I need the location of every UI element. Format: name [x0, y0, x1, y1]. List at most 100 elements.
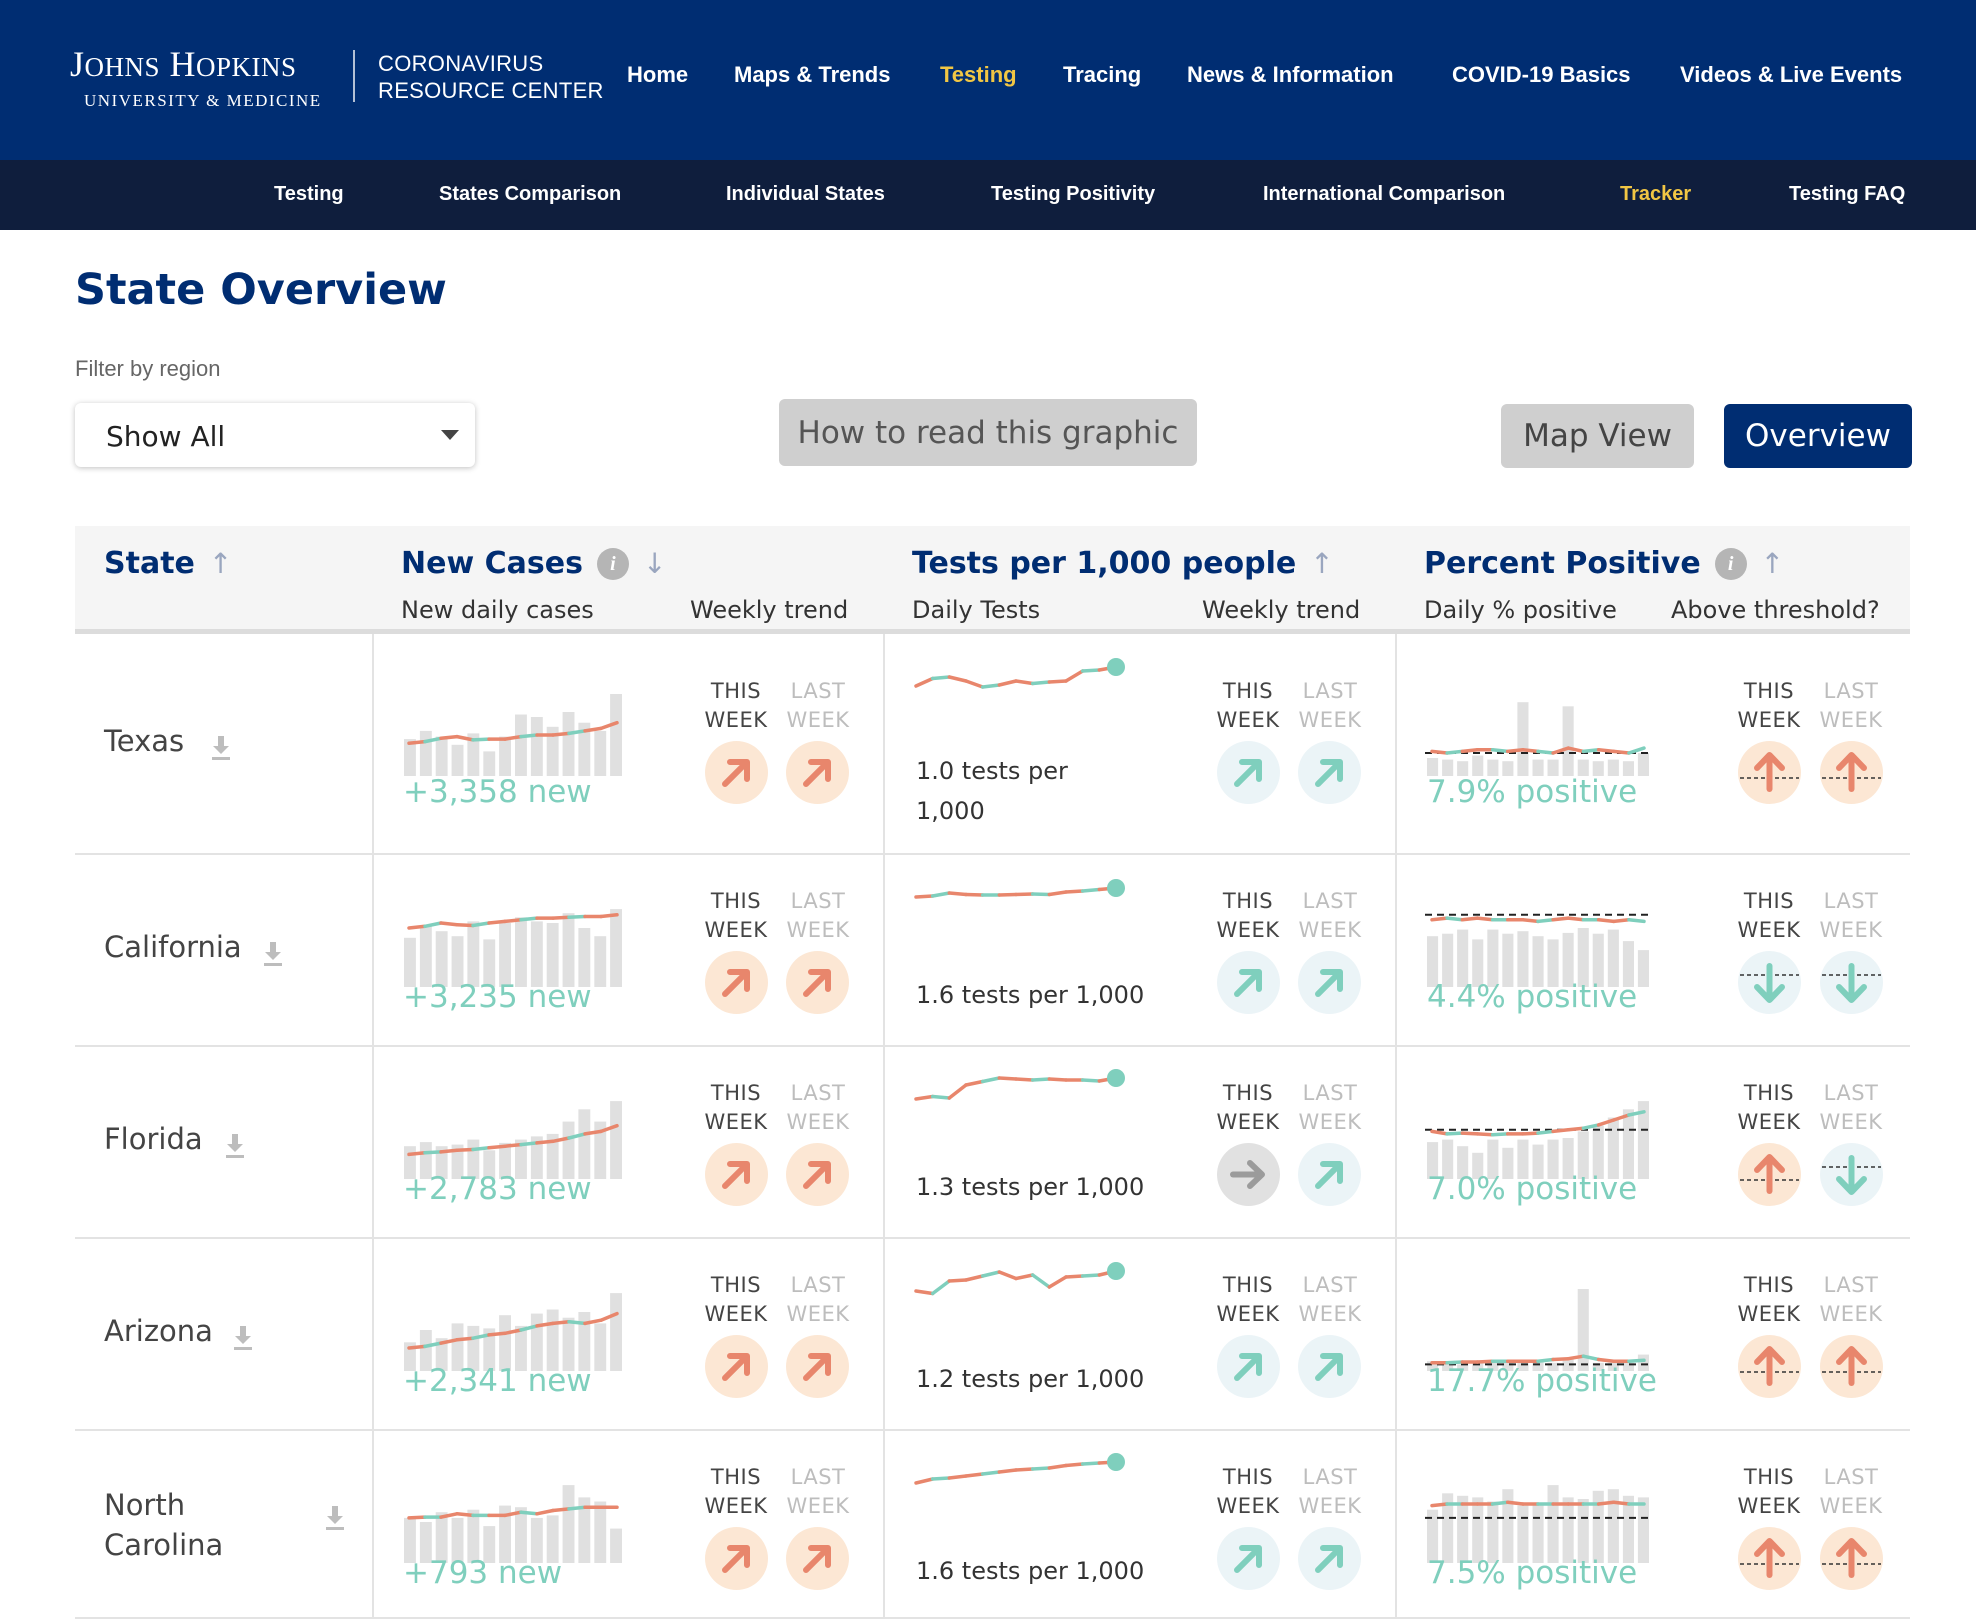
- sort-down-icon: ↓: [642, 547, 667, 580]
- positive-bar: [1487, 759, 1499, 776]
- positive-trend-line-segment: [1627, 1358, 1646, 1363]
- cases-trend-line-segment: [407, 1515, 427, 1520]
- cases-bar: [515, 714, 527, 776]
- nav-testing[interactable]: Testing: [940, 62, 1017, 87]
- positive-bar: [1427, 1509, 1439, 1563]
- nav-tracing[interactable]: Tracing: [1063, 62, 1142, 87]
- tests-trend-line-segment: [930, 891, 952, 898]
- state-name[interactable]: Florida: [104, 1122, 203, 1156]
- trend-badge: [1820, 741, 1883, 804]
- nav-home[interactable]: Home: [627, 62, 689, 87]
- cases-trend-line-segment: [599, 913, 619, 919]
- positive-bar: [1427, 758, 1439, 776]
- positive-bar: [1607, 1362, 1619, 1371]
- header-tests-trend: Weekly trend: [1202, 596, 1361, 624]
- positive-trend-line-segment: [1445, 1131, 1465, 1136]
- positive-bar: [1487, 1139, 1499, 1179]
- how-to-read-button[interactable]: How to read this graphic: [779, 399, 1197, 466]
- subnav-states-comparison[interactable]: States Comparison: [439, 183, 622, 205]
- resource-center-title[interactable]: CORONAVIRUS RESOURCE CENTER: [378, 50, 604, 104]
- positive-bar: [1517, 1362, 1529, 1371]
- positive-trend-line-segment: [1430, 1129, 1449, 1136]
- download-icon[interactable]: [262, 941, 284, 967]
- download-icon[interactable]: [224, 1133, 246, 1159]
- state-name[interactable]: Texas: [104, 723, 185, 758]
- state-name[interactable]: North Carolina: [104, 1488, 224, 1562]
- positive-trend-line-segment: [1566, 746, 1586, 754]
- header-positive-sort[interactable]: Percent Positive i ↑: [1424, 546, 1784, 581]
- subnav-testing[interactable]: Testing: [274, 183, 344, 205]
- tests-sparkline: [914, 879, 1125, 899]
- cases-trend-line-segment: [519, 1141, 539, 1147]
- header-state-sort[interactable]: State ↑: [104, 546, 232, 581]
- positive-trend-line-segment: [1460, 748, 1480, 754]
- cases-bar: [530, 717, 543, 776]
- tests-trend-line-segment: [1080, 887, 1102, 893]
- header-new-cases-label: New Cases: [401, 546, 583, 581]
- state-name[interactable]: California: [104, 930, 242, 964]
- cases-trend-line-segment: [567, 1132, 587, 1140]
- header-new-cases-trend: Weekly trend: [690, 596, 849, 624]
- tests-trend-line-segment: [1030, 680, 1052, 686]
- last-week-label: LAST WEEK: [786, 889, 850, 942]
- cases-bar: [404, 739, 416, 776]
- tests-trend-line-segment: [997, 1468, 1018, 1474]
- info-icon[interactable]: i: [1714, 547, 1747, 580]
- positive-bar: [1577, 759, 1589, 776]
- new-cases-value: +2,783 new: [403, 1171, 592, 1207]
- header-new-cases-sort[interactable]: New Cases i ↓: [401, 546, 666, 581]
- percent-positive-value: 7.5% positive: [1427, 1555, 1638, 1591]
- region-filter-select[interactable]: Show All: [75, 403, 475, 467]
- positive-trend-line-segment: [1490, 748, 1510, 754]
- download-icon[interactable]: [324, 1505, 346, 1531]
- positive-bar: [1457, 1146, 1469, 1179]
- tests-sparkline: [914, 1262, 1125, 1296]
- nav-news-information[interactable]: News & Information: [1187, 62, 1394, 87]
- new-cases-value: +793 new: [403, 1555, 563, 1591]
- positive-trend-line-segment: [1430, 1502, 1449, 1508]
- header-tests-sub: Daily Tests: [912, 596, 1041, 624]
- percent-positive-value: 7.0% positive: [1427, 1171, 1638, 1207]
- chevron-down-icon: [441, 430, 459, 440]
- cases-trend-line-segment: [439, 734, 459, 741]
- cases-trend-line-segment: [535, 1321, 555, 1328]
- this-week-label: THIS WEEK: [704, 1273, 768, 1326]
- positive-bar: [1607, 759, 1619, 776]
- arrow-up-icon: [1740, 1346, 1799, 1386]
- subnav-international-comparison[interactable]: International Comparison: [1263, 183, 1506, 205]
- tests-trend-line-segment: [1030, 892, 1052, 897]
- cases-bar: [499, 1142, 511, 1179]
- cases-trend-line-segment: [551, 1136, 571, 1144]
- cases-trend-line-segment: [551, 1507, 571, 1513]
- subnav-tracker[interactable]: Tracker: [1620, 183, 1692, 205]
- cases-trend-line-segment: [599, 720, 619, 731]
- nav-covid-basics[interactable]: COVID-19 Basics: [1452, 62, 1631, 87]
- positive-bar: [1472, 1152, 1484, 1179]
- subnav-individual-states[interactable]: Individual States: [726, 183, 885, 205]
- overview-button[interactable]: Overview: [1724, 404, 1912, 468]
- positive-trend-line-segment: [1551, 746, 1571, 755]
- tests-trend-line-segment: [914, 1094, 935, 1101]
- header-tests-sort[interactable]: Tests per 1,000 people ↑: [912, 546, 1334, 581]
- cases-trend-line-segment: [455, 1147, 475, 1153]
- subnav-testing-faq[interactable]: Testing FAQ: [1789, 183, 1906, 205]
- cases-trend-line-segment: [407, 1151, 427, 1157]
- positive-bar: [1517, 1139, 1529, 1179]
- map-view-button[interactable]: Map View: [1501, 404, 1694, 468]
- download-icon[interactable]: [232, 1325, 254, 1351]
- nav-maps-trends[interactable]: Maps & Trends: [734, 62, 891, 87]
- sort-up-icon: ↑: [1310, 547, 1334, 580]
- cases-trend-line-segment: [471, 737, 491, 742]
- positive-bar: [1442, 759, 1454, 776]
- cases-trend-line-segment: [487, 1144, 507, 1150]
- jhu-logo[interactable]: JOHNS HOPKINS UNIVERSITY & MEDICINE: [70, 44, 340, 111]
- nav-videos-live-events[interactable]: Videos & Live Events: [1680, 62, 1903, 87]
- cases-bar: [546, 923, 559, 987]
- state-name[interactable]: Arizona: [104, 1314, 213, 1348]
- cases-bar: [546, 1309, 559, 1371]
- subnav-testing-positivity[interactable]: Testing Positivity: [991, 183, 1156, 205]
- info-icon[interactable]: i: [596, 547, 629, 580]
- trend-badge: [1738, 951, 1801, 1014]
- download-icon[interactable]: [210, 735, 232, 761]
- cases-bar: [467, 1139, 480, 1179]
